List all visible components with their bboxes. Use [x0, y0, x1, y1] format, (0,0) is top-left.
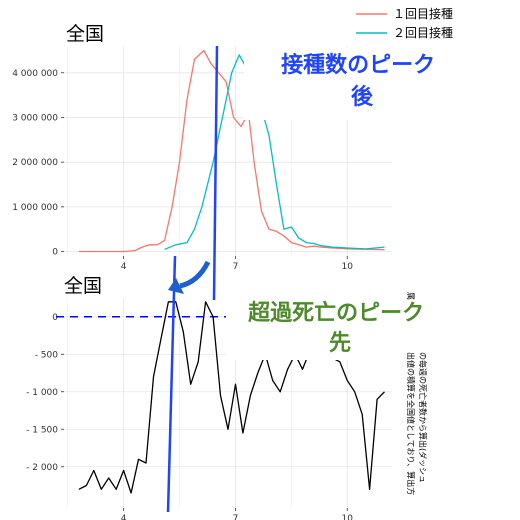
vaccination-chart-series-line-1: [78, 49, 385, 253]
arrow-head-icon: [168, 278, 184, 294]
vaccination-chart-y-tick-label: 0: [52, 248, 58, 258]
vaccination-chart-x-tick-label: 10: [342, 262, 354, 272]
vaccine-peak-after-label: 接種数のピーク 後: [281, 52, 443, 110]
excess-death-chart-x-tick-label: 10: [342, 514, 354, 520]
vaccination-chart-x-tick-label: 7: [233, 262, 239, 272]
vaccination-chart: 0 1 000 000 2 000 000 3 000 000 4 000 000 4 7…: [12, 6, 453, 272]
legend-label-first-dose: １回目接種: [393, 6, 453, 21]
vaccination-chart-x-tick-label: 4: [121, 262, 127, 272]
vaccine-peak-vertical-marker: [212, 45, 219, 301]
vaccination-chart-x-ticks: 4 7 10: [121, 256, 354, 272]
side-note-line-1: の毎週の死亡者数から算出(ダッシュ: [418, 352, 428, 483]
excess-peak-vertical-marker: [166, 255, 177, 513]
vaccination-chart-series: [78, 49, 385, 253]
vaccination-chart-y-tick-label: 3 000 000: [12, 113, 58, 123]
side-note-partial-top: 属: [406, 292, 415, 300]
excess-death-chart-y-tick-label: - 1 500: [26, 425, 58, 435]
vaccination-chart-title: 全国: [66, 23, 104, 45]
excess-peak-label-background: [226, 290, 406, 360]
vaccination-chart-y-tick-label: 4 000 000: [12, 69, 58, 79]
arrow-shaft: [179, 260, 211, 289]
excess-death-chart-x-tick-label: 7: [233, 514, 239, 520]
legend-label-second-dose: ２回目接種: [393, 25, 453, 40]
vaccine-peak-label-background: [244, 48, 480, 120]
excess-death-chart-y-tick-label: - 2 000: [26, 463, 58, 473]
vaccination-chart-series-line-2: [164, 54, 385, 250]
excess-death-chart-y-tick-label: - 1 000: [26, 388, 58, 398]
vaccination-chart-y-tick-label: 2 000 000: [12, 158, 58, 168]
vaccination-chart-y-tick-label: 1 000 000: [12, 203, 58, 213]
side-note-line-2: 出値の積算を全国値としており、算出方: [406, 352, 416, 495]
excess-death-chart-x-ticks: 4 7 10: [121, 508, 354, 520]
excess-death-chart-x-tick-label: 4: [121, 514, 127, 520]
excess-death-chart-title: 全国: [64, 275, 102, 297]
excess-death-chart-y-tick-label: 0: [52, 313, 58, 323]
excess-death-chart-y-tick-label: - 500: [35, 350, 59, 360]
excess-death-chart-y-ticks: - 2 000 - 1 500 - 1 000 - 500 0: [26, 313, 64, 473]
excess-death-peak-before-label: 超過死亡のピーク 先: [248, 300, 432, 356]
vaccination-chart-y-ticks: 0 1 000 000 2 000 000 3 000 000 4 000 000: [12, 69, 64, 258]
